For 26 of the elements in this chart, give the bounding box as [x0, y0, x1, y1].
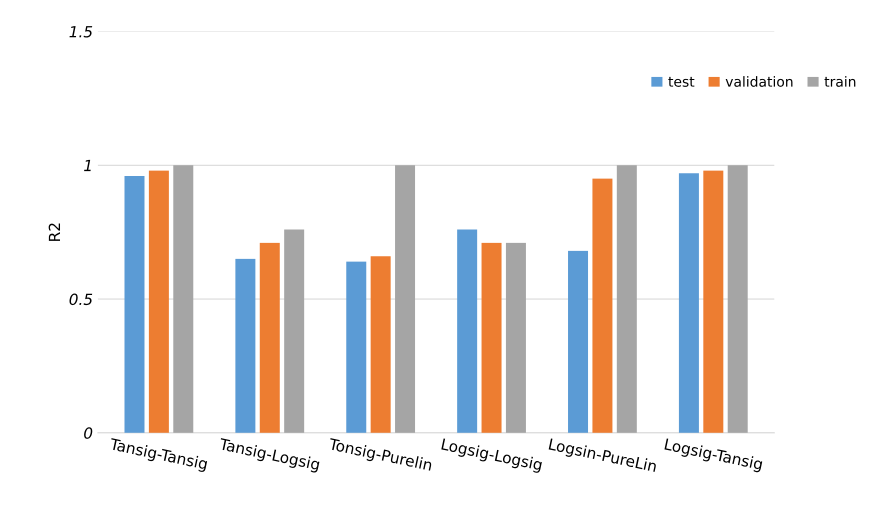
bar — [124, 176, 144, 433]
bar — [173, 165, 194, 433]
bar — [284, 229, 304, 433]
bar — [457, 229, 478, 433]
y-tick-label: 0 — [84, 427, 92, 439]
bar — [728, 165, 748, 433]
bar — [260, 242, 280, 433]
y-tick-label: 0.5 — [70, 294, 92, 306]
bar — [395, 165, 416, 433]
bar — [346, 262, 366, 433]
bar — [482, 242, 502, 433]
bar — [592, 178, 612, 433]
y-tick-label: 1 — [84, 160, 91, 172]
bar — [678, 173, 699, 433]
bar — [370, 256, 391, 433]
bar — [616, 165, 637, 433]
legend-label: train — [824, 76, 856, 87]
bar — [148, 170, 169, 433]
legend-label: test — [668, 76, 694, 87]
y-axis-title: R2 — [48, 224, 60, 241]
bar — [235, 258, 256, 433]
bar — [568, 250, 588, 433]
bar — [506, 242, 526, 433]
bar — [703, 170, 724, 433]
y-tick-label: 1.5 — [69, 26, 92, 38]
legend-label: validation — [726, 76, 792, 87]
